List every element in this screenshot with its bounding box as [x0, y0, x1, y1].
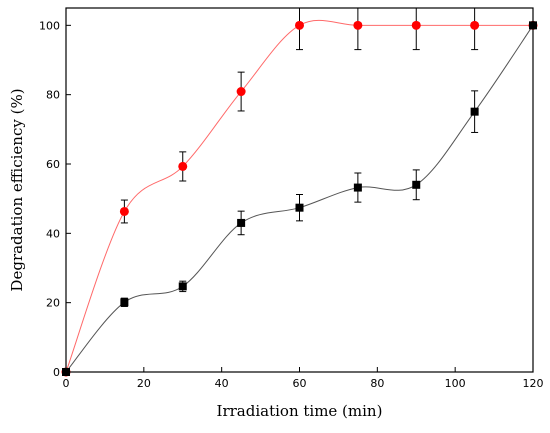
- plot-frame: [65, 7, 534, 373]
- error-bars-layer: [120, 8, 479, 307]
- axis-ticks-layer: 0 20 40 60 80 100 120 0 20 40 60 80 100: [39, 19, 544, 390]
- data-point-square: [120, 298, 129, 307]
- x-axis-title: Irradiation time (min): [217, 402, 383, 420]
- y-tick-label: 100: [39, 19, 60, 32]
- data-point-square: [353, 183, 362, 192]
- data-point-circle: [353, 20, 363, 30]
- x-tick-label: 120: [523, 377, 544, 390]
- x-tick-label: 20: [137, 377, 151, 390]
- y-axis-title: Degradation efficiency (%): [8, 88, 26, 291]
- data-point-square: [295, 203, 304, 212]
- data-point-circle: [236, 87, 246, 97]
- markers-layer: [61, 20, 538, 377]
- x-tick-label: 40: [215, 377, 229, 390]
- data-point-square: [237, 218, 246, 227]
- data-point-circle: [119, 206, 129, 216]
- y-tick-label: 20: [46, 297, 60, 310]
- y-tick-label: 40: [46, 227, 60, 240]
- x-tick-label: 100: [445, 377, 466, 390]
- x-tick-label: 60: [293, 377, 307, 390]
- data-point-circle: [470, 20, 480, 30]
- data-point-circle: [411, 20, 421, 30]
- y-tick-label: 0: [53, 366, 60, 379]
- data-point-square: [178, 282, 187, 291]
- data-point-square: [470, 107, 479, 116]
- y-tick-label: 60: [46, 158, 60, 171]
- data-point-circle: [178, 161, 188, 171]
- x-tick-label: 0: [63, 377, 70, 390]
- y-tick-label: 80: [46, 89, 60, 102]
- data-point-square: [412, 180, 421, 189]
- data-point-circle: [295, 20, 304, 30]
- x-tick-label: 80: [370, 377, 384, 390]
